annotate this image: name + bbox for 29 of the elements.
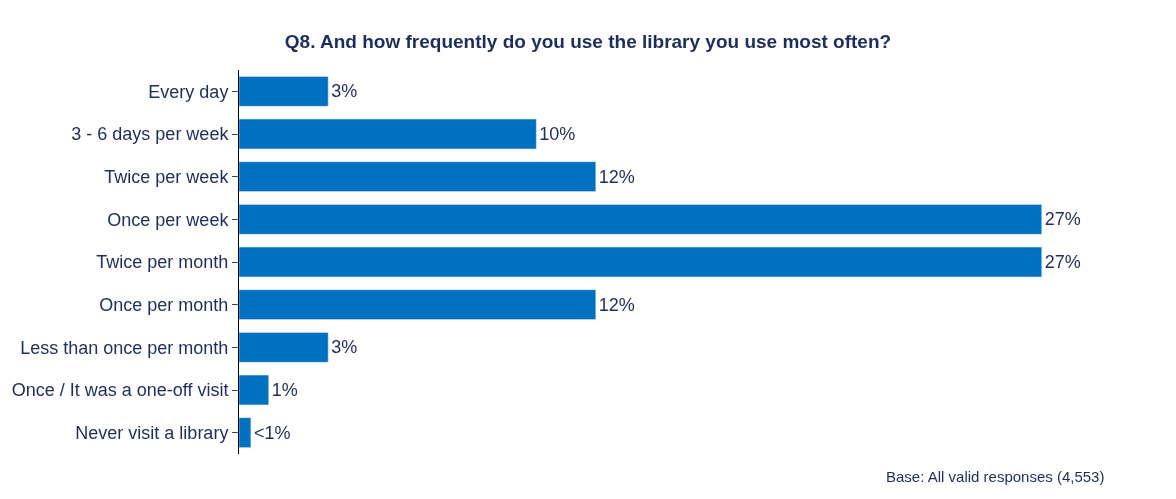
text: Base: All valid responses (4,553) bbox=[886, 468, 1105, 485]
bar bbox=[239, 118, 537, 150]
bar bbox=[239, 289, 597, 320]
y-tick-label: Twice per month bbox=[96, 252, 229, 273]
y-tick-label: Once per month bbox=[99, 294, 229, 315]
data-label: 3% bbox=[331, 337, 358, 358]
data-label: 27% bbox=[1044, 252, 1081, 272]
y-tick-label: Never visit a library bbox=[75, 422, 229, 443]
data-label: <1% bbox=[253, 422, 291, 443]
bar bbox=[239, 161, 597, 192]
y-tick-label: Twice per week bbox=[104, 166, 230, 187]
data-label: 12% bbox=[598, 166, 635, 187]
y-tick-label: Less than once per month bbox=[20, 337, 229, 358]
y-tick-label: Once / It was a one-off visit bbox=[11, 380, 229, 401]
bar bbox=[239, 204, 1043, 235]
bar bbox=[239, 417, 252, 448]
bar bbox=[239, 374, 269, 406]
data-label: 10% bbox=[539, 124, 576, 144]
bar bbox=[239, 332, 329, 363]
data-label: 27% bbox=[1044, 209, 1081, 230]
bar bbox=[239, 246, 1043, 278]
y-tick-label: 3 - 6 days per week bbox=[71, 124, 230, 145]
bar bbox=[239, 76, 329, 107]
y-tick-label: Once per week bbox=[107, 209, 230, 230]
y-tick-label: Every day bbox=[148, 81, 229, 102]
data-label: 1% bbox=[271, 380, 298, 400]
chart-title: Q8. And how frequently do you use the library you use most often? bbox=[284, 31, 892, 53]
data-label: 12% bbox=[598, 294, 635, 315]
data-label: 3% bbox=[331, 81, 358, 102]
